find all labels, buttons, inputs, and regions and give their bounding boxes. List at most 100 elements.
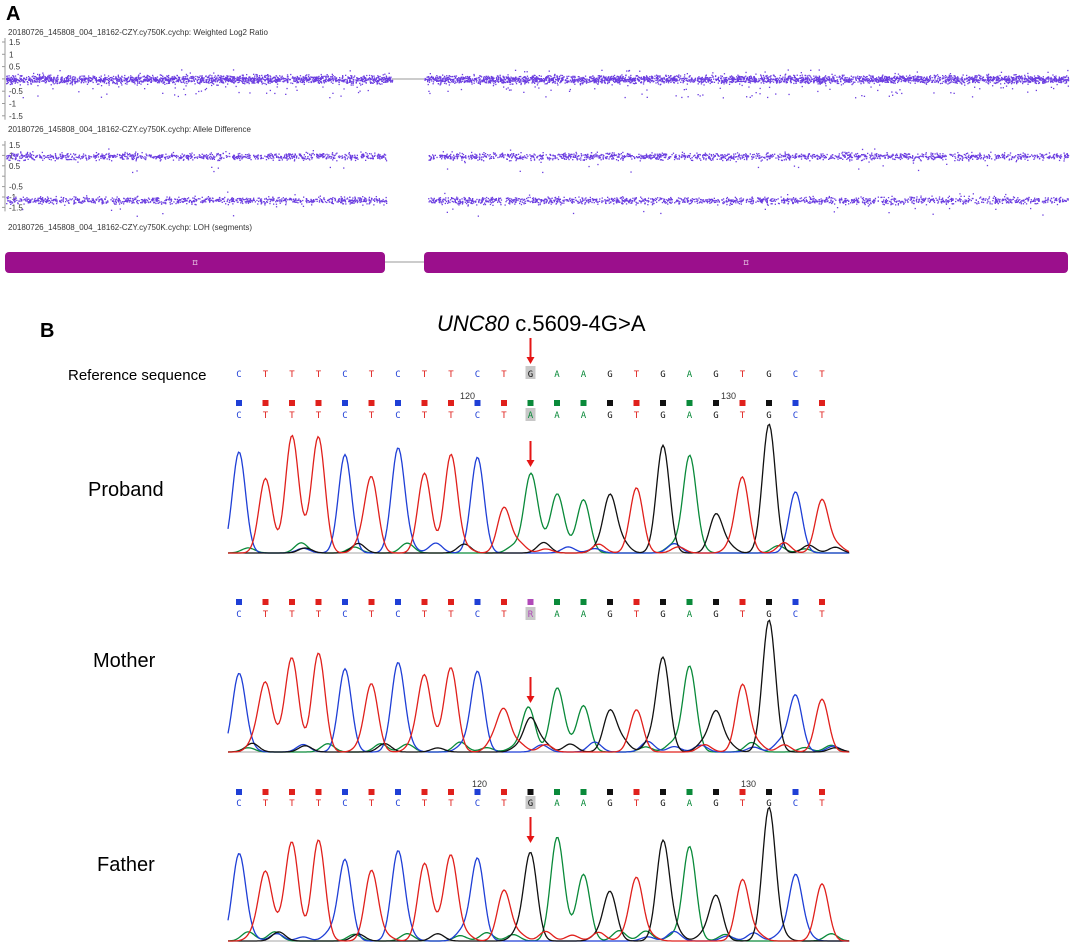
probe-point [656,76,658,78]
probe-point [755,92,757,94]
probe-point [1008,75,1010,77]
probe-point [181,77,183,79]
probe-point [720,81,723,83]
probe-point [540,78,543,80]
probe-point [390,81,392,83]
probe-point [441,80,444,83]
probe-point [915,80,917,82]
probe-point [834,74,836,77]
probe-point [545,78,547,80]
probe-point [51,80,53,82]
probe-point [213,83,215,85]
probe-point [77,79,79,81]
probe-point [377,79,380,81]
probe-point [266,92,268,94]
probe-point [167,81,170,83]
probe-point [651,79,654,82]
probe-point [269,75,271,77]
probe-point [14,82,16,84]
probe-point [988,81,990,83]
probe-point [1020,77,1022,79]
probe-point [315,76,317,78]
probe-point [466,81,469,83]
probe-point [1051,80,1053,82]
probe-point [887,80,889,82]
probe-point [1013,79,1015,81]
probe-point [110,79,112,82]
probe-point [377,81,380,83]
probe-point [116,80,118,82]
probe-point [1067,79,1069,81]
probe-point [975,79,977,81]
probe-point [454,77,456,80]
probe-point [778,82,781,84]
probe-point [458,82,460,84]
probe-point [267,74,269,76]
probe-point [531,79,534,81]
probe-point [1002,87,1004,89]
probe-point [210,81,212,84]
probe-point [844,76,846,79]
probe-point [741,80,743,83]
probe-point [308,79,310,81]
probe-point [594,80,596,82]
probe-point [261,80,263,82]
probe-point [569,88,571,91]
probe-point [966,80,968,82]
probe-point [296,82,298,84]
probe-point [593,76,595,79]
probe-point [785,81,787,83]
probe-point [468,80,470,82]
probe-point [349,77,351,80]
probe-point [531,78,534,80]
probe-point [65,79,68,81]
probe-point [590,76,592,78]
probe-point [353,78,355,81]
probe-point [725,78,727,81]
probe-point [1064,80,1066,82]
probe-point [182,81,184,83]
probe-point [385,76,388,78]
probe-point [969,81,971,84]
probe-point [728,77,730,80]
probe-point [689,75,691,77]
probe-point [865,80,867,82]
probe-point [492,79,494,81]
probe-point [987,73,990,75]
probe-point [623,78,625,80]
probe-point [356,86,358,88]
probe-point [466,77,468,80]
probe-point [1046,78,1048,80]
probe-point [1030,78,1032,80]
probe-point [799,77,801,80]
probe-point [713,81,716,83]
probe-point [342,77,344,79]
probe-point [951,78,953,80]
probe-point [1004,78,1007,81]
probe-point [470,79,473,81]
probe-point [839,76,841,78]
probe-point [75,159,77,161]
probe-point [66,83,68,85]
probe-point [791,77,793,79]
probe-point [686,83,688,85]
probe-point [1052,78,1054,81]
probe-point [433,78,435,80]
probe-point [638,80,640,82]
probe-point [908,77,911,79]
probe-point [9,80,11,82]
probe-point [862,77,864,79]
probe-point [38,76,40,79]
probe-point [970,77,973,79]
probe-point [832,76,834,78]
probe-point [953,79,955,81]
probe-point [978,74,980,76]
probe-point [321,77,323,79]
probe-point [808,82,810,84]
probe-point [754,77,756,79]
probe-point [577,76,579,78]
probe-point [276,86,278,88]
probe-point [314,80,316,83]
probe-point [353,76,355,78]
